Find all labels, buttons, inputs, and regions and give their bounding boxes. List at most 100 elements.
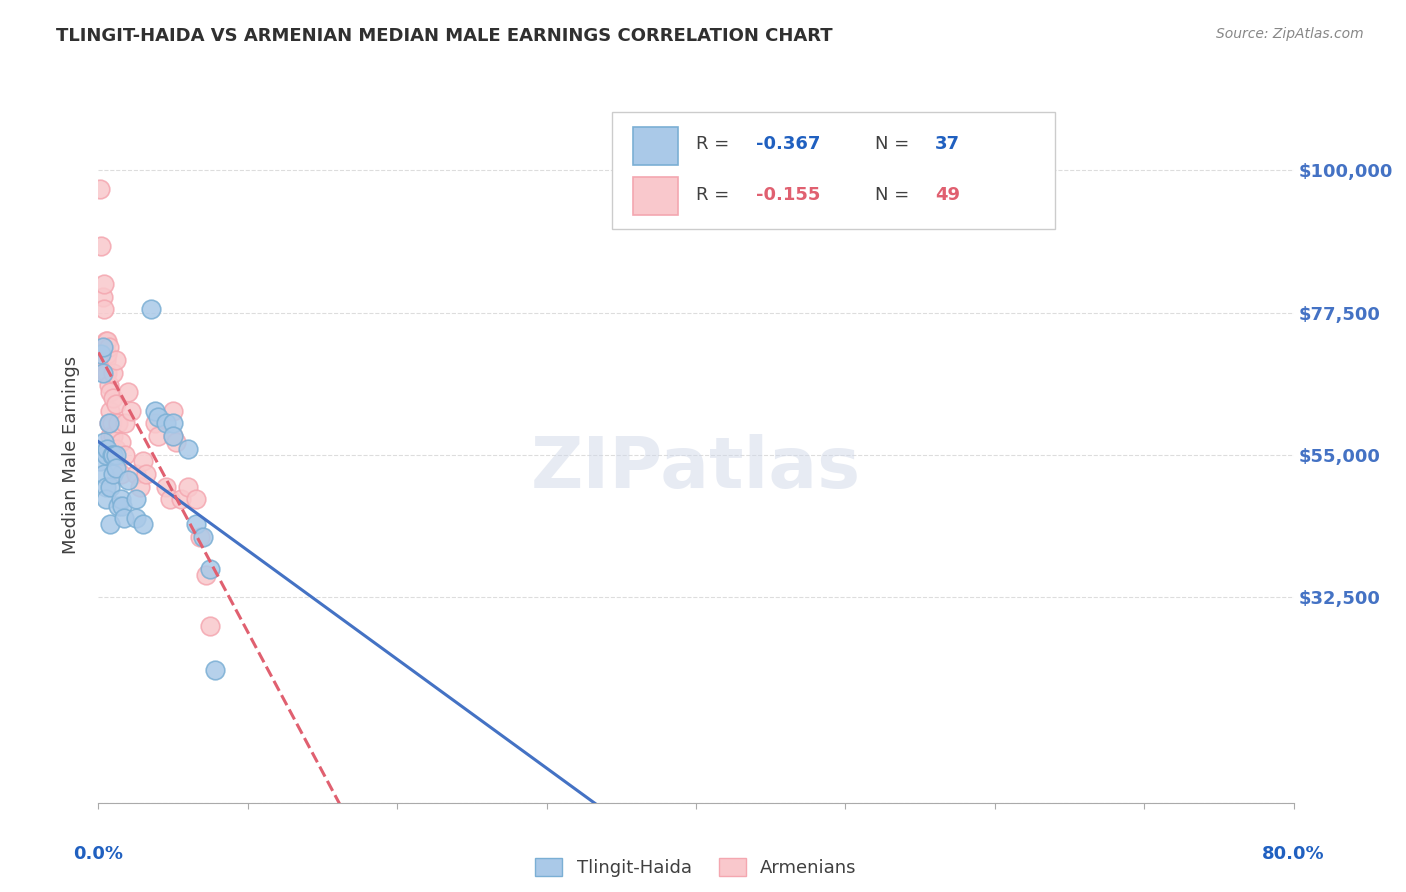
Text: R =: R = [696, 186, 735, 204]
Point [105, 353, 128, 368]
Text: R =: R = [696, 135, 735, 153]
Point [125, 511, 148, 525]
Bar [633, 177, 678, 215]
Text: ZIPatlas: ZIPatlas [531, 434, 860, 503]
Point [90, 239, 112, 253]
Point [96, 347, 118, 361]
Point [162, 429, 184, 443]
Point [100, 384, 122, 399]
Text: N =: N = [875, 186, 915, 204]
FancyBboxPatch shape [613, 112, 1054, 229]
Point [97, 417, 120, 431]
Point [200, 562, 222, 576]
Point [93, 435, 115, 450]
Point [101, 417, 124, 431]
Point [177, 479, 200, 493]
Point [117, 473, 139, 487]
Point [111, 499, 134, 513]
Point [100, 479, 122, 493]
Point [155, 479, 177, 493]
Text: 80.0%: 80.0% [1263, 845, 1324, 863]
Point [114, 448, 136, 462]
Text: TLINGIT-HAIDA VS ARMENIAN MEDIAN MALE EARNINGS CORRELATION CHART: TLINGIT-HAIDA VS ARMENIAN MEDIAN MALE EA… [56, 27, 832, 45]
Point [195, 568, 218, 582]
Point [91, 290, 114, 304]
Point [96, 334, 118, 348]
Point [162, 429, 184, 443]
Point [94, 353, 117, 368]
Point [105, 397, 128, 411]
Point [159, 492, 181, 507]
Point [103, 391, 125, 405]
Text: 0.0%: 0.0% [73, 845, 124, 863]
Point [132, 517, 155, 532]
Point [101, 442, 124, 456]
Point [89, 182, 111, 196]
Point [184, 492, 207, 507]
Point [105, 442, 128, 456]
Point [93, 467, 115, 481]
Bar [633, 127, 678, 165]
Point [132, 454, 155, 468]
Point [103, 467, 125, 481]
Point [94, 479, 117, 493]
Point [100, 403, 122, 417]
Text: N =: N = [875, 135, 915, 153]
Point [93, 277, 115, 292]
Point [110, 492, 132, 507]
Point [204, 663, 226, 677]
Point [188, 530, 211, 544]
Point [94, 366, 117, 380]
Point [200, 618, 222, 632]
Point [139, 302, 162, 317]
Point [125, 467, 148, 481]
Y-axis label: Median Male Earnings: Median Male Earnings [62, 356, 80, 554]
Point [165, 435, 187, 450]
Point [143, 403, 166, 417]
Text: 49: 49 [935, 186, 960, 204]
Point [148, 429, 170, 443]
Point [97, 378, 120, 392]
Point [100, 429, 122, 443]
Text: -0.367: -0.367 [756, 135, 820, 153]
Point [91, 340, 114, 354]
Text: 37: 37 [935, 135, 960, 153]
Point [148, 409, 170, 424]
Point [184, 517, 207, 532]
Point [114, 417, 136, 431]
Point [105, 448, 128, 462]
Point [177, 442, 200, 456]
Point [103, 448, 125, 462]
Point [117, 384, 139, 399]
Point [110, 435, 132, 450]
Point [103, 366, 125, 380]
Text: Source: ZipAtlas.com: Source: ZipAtlas.com [1216, 27, 1364, 41]
Point [155, 417, 177, 431]
Point [101, 448, 124, 462]
Point [120, 403, 142, 417]
Legend: Tlingit-Haida, Armenians: Tlingit-Haida, Armenians [536, 858, 856, 877]
Point [191, 530, 214, 544]
Point [107, 499, 129, 513]
Point [97, 417, 120, 431]
Point [162, 403, 184, 417]
Point [93, 302, 115, 317]
Point [100, 517, 122, 532]
Point [112, 511, 135, 525]
Point [162, 417, 184, 431]
Point [91, 366, 114, 380]
Point [169, 492, 191, 507]
Point [110, 467, 132, 481]
Point [96, 366, 118, 380]
Point [125, 492, 148, 507]
Text: -0.155: -0.155 [756, 186, 820, 204]
Point [94, 492, 117, 507]
Point [96, 442, 118, 456]
Point [94, 334, 117, 348]
Point [143, 417, 166, 431]
Point [103, 429, 125, 443]
Point [97, 340, 120, 354]
Point [107, 417, 129, 431]
Point [94, 448, 117, 462]
Point [135, 467, 157, 481]
